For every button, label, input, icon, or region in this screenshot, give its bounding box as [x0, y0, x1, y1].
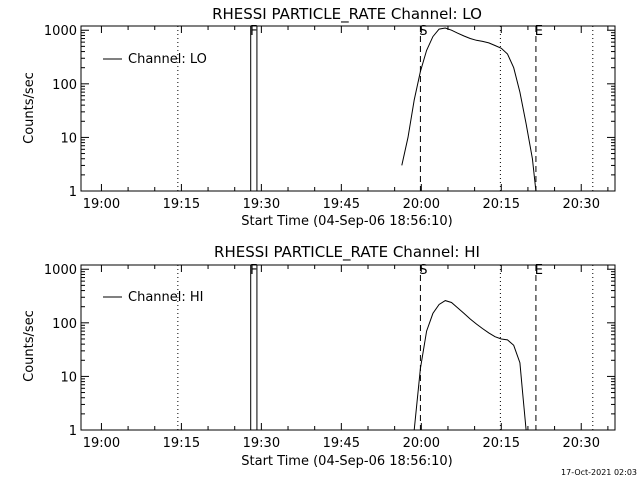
timestamp: 17-Oct-2021 02:03	[561, 468, 637, 477]
x-tick-label: 20:30	[563, 436, 600, 451]
x-tick-label: 19:45	[323, 197, 360, 212]
x-axis-label-lo: Start Time (04-Sep-06 18:56:10)	[241, 214, 452, 229]
marker-label: E	[535, 24, 543, 39]
y-tick-label: 1000	[44, 263, 77, 278]
x-tick-label: 19:30	[243, 436, 280, 451]
y-tick-label: 10	[60, 370, 77, 385]
plot-frame-lo	[80, 25, 616, 192]
legend-label-lo: Channel: LO	[128, 52, 207, 67]
series-line-hi	[413, 300, 527, 431]
y-axis-label-lo: Counts/sec	[22, 72, 37, 144]
y-tick-label: 1	[69, 185, 77, 200]
legend-label-hi: Channel: HI	[128, 290, 204, 305]
y-tick-label: 10	[60, 131, 77, 146]
y-tick-label: 1000	[44, 24, 77, 39]
y-axis-label-hi: Counts/sec	[22, 310, 37, 382]
x-tick-label: 19:00	[83, 197, 120, 212]
x-tick-label: 19:15	[163, 197, 200, 212]
chart-title-hi: RHESSI PARTICLE_RATE Channel: HI	[214, 243, 480, 262]
y-tick-label: 100	[52, 317, 77, 332]
y-tick-label: 1	[69, 424, 77, 439]
x-tick-label: 20:00	[403, 436, 440, 451]
x-tick-label: 19:00	[83, 436, 120, 451]
marker-label: F	[250, 263, 257, 278]
marker-label: S	[419, 24, 427, 39]
plot-frame-hi	[80, 264, 616, 431]
marker-label: S	[419, 263, 427, 278]
x-tick-label: 19:30	[243, 197, 280, 212]
marker-label: E	[535, 263, 543, 278]
x-axis-label-hi: Start Time (04-Sep-06 18:56:10)	[241, 454, 452, 469]
x-tick-label: 20:00	[403, 197, 440, 212]
x-tick-label: 19:15	[163, 436, 200, 451]
y-tick-label: 100	[52, 78, 77, 93]
x-tick-label: 20:15	[483, 197, 520, 212]
x-tick-label: 20:30	[563, 197, 600, 212]
marker-label: F	[250, 24, 257, 39]
x-tick-label: 20:15	[483, 436, 520, 451]
series-line-lo	[401, 27, 537, 192]
x-tick-label: 19:45	[323, 436, 360, 451]
chart-title-lo: RHESSI PARTICLE_RATE Channel: LO	[212, 5, 482, 24]
